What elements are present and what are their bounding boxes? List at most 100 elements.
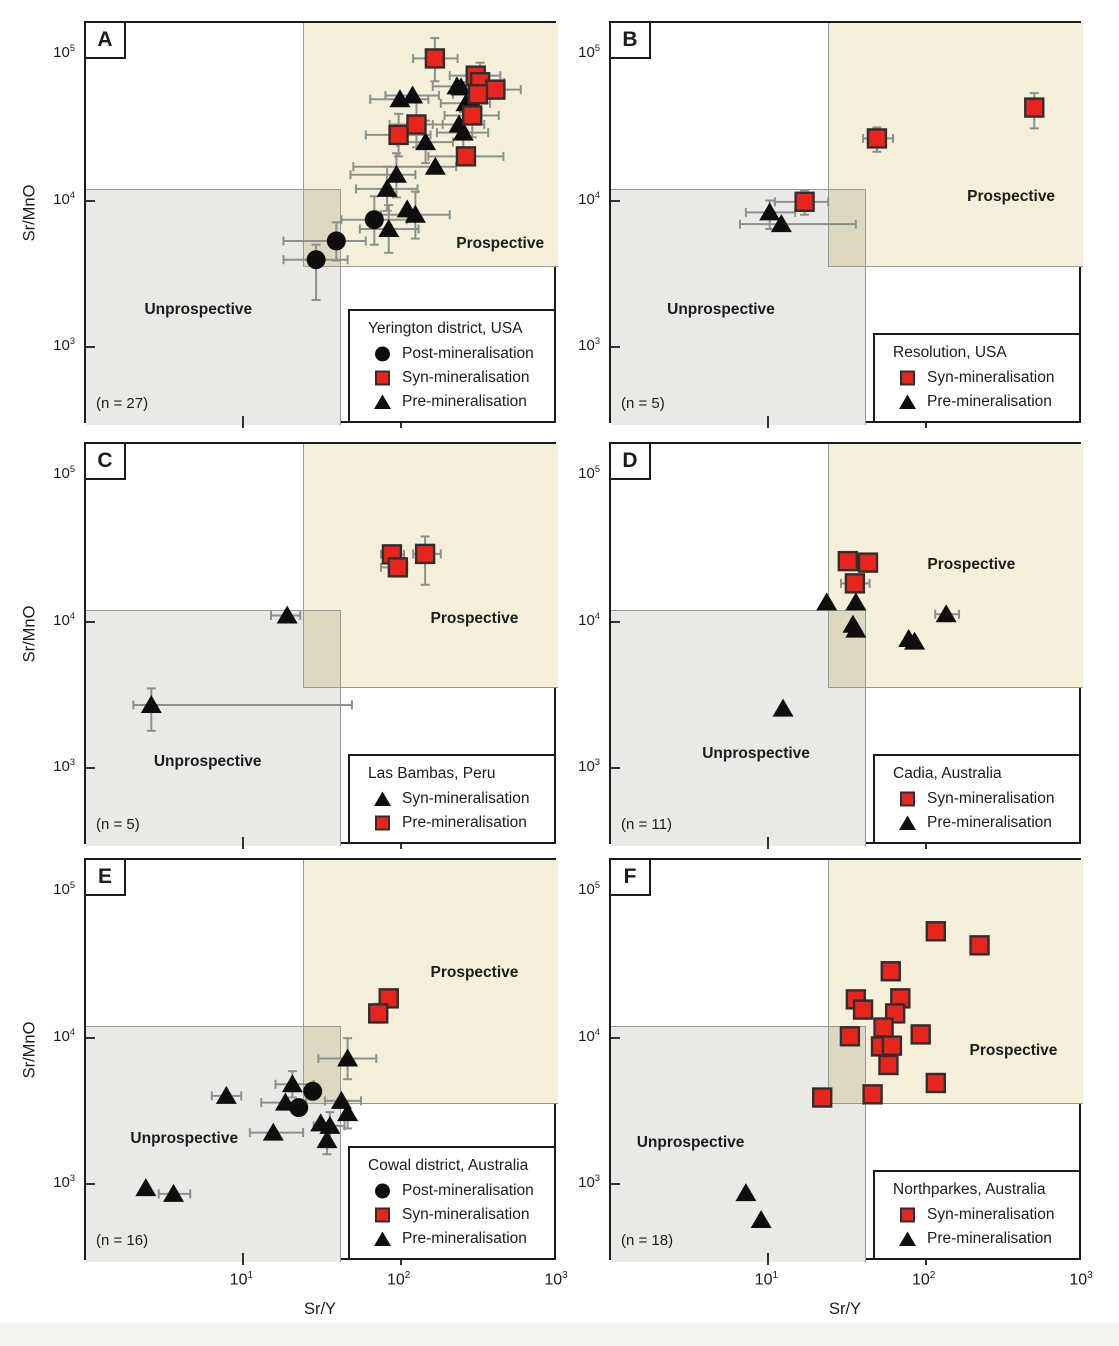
y-tick-label: 104 xyxy=(578,189,600,208)
series-square xyxy=(794,97,1045,213)
series-square xyxy=(381,543,436,578)
data-point-square xyxy=(388,124,409,146)
data-point-triangle xyxy=(735,1183,757,1202)
data-point-triangle xyxy=(845,619,867,638)
footer-strip xyxy=(0,1323,1119,1346)
y-axis-tick xyxy=(86,199,95,202)
data-point-circle xyxy=(306,250,326,270)
unprospective-region xyxy=(86,1025,342,1262)
series-square xyxy=(812,921,990,1108)
legend-entry: Pre-mineralisation xyxy=(897,814,1065,832)
unprospective-label: Unprospective xyxy=(153,753,262,771)
panel-f: Prospective Unprospective F (n = 18) Northpa… xyxy=(609,858,1083,1265)
unprospective-region xyxy=(611,1025,867,1262)
sample-count-label: (n = 5) xyxy=(621,395,665,412)
x-axis-tick xyxy=(767,837,770,849)
data-point-square xyxy=(857,552,879,573)
overlap-region xyxy=(828,188,867,268)
triangle-icon xyxy=(374,791,391,806)
data-point-square xyxy=(839,1026,861,1047)
panel-b: Prospective Unprospective B (n = 5) Resoluti… xyxy=(609,21,1083,428)
data-point-triangle xyxy=(163,1183,185,1202)
series-square xyxy=(388,48,506,167)
legend-c: Las Bambas, Peru Syn-mineralisation Pre-mi… xyxy=(348,754,556,844)
data-point-square xyxy=(1024,97,1045,118)
sample-count-label: (n = 27) xyxy=(96,395,149,412)
x-axis-tick xyxy=(242,416,245,428)
plot-area-c xyxy=(132,535,442,732)
x-tick-label: 103 xyxy=(1069,1270,1093,1289)
y-tick-label: 104 xyxy=(53,1026,75,1045)
unprospective-label: Unprospective xyxy=(667,300,775,318)
data-point-square xyxy=(462,105,483,126)
x-axis-title: Sr/Y xyxy=(828,1300,862,1318)
unprospective-label: Unprospective xyxy=(130,1129,239,1147)
y-tick-label: 103 xyxy=(53,336,75,355)
overlap-region xyxy=(303,609,342,689)
y-tick-label: 105 xyxy=(53,463,75,482)
x-tick-label: 101 xyxy=(229,1270,253,1289)
legend-marker-wrap xyxy=(372,393,394,411)
y-tick-label: 105 xyxy=(578,463,600,482)
panel-letter-c: C xyxy=(84,442,126,480)
legend-title: Resolution, USA xyxy=(893,344,1007,361)
legend-entry-label: Syn-mineralisation xyxy=(402,369,530,386)
prospective-label: Prospective xyxy=(969,1042,1058,1060)
legend-e: Cowal district, Australia Post-mineralisa… xyxy=(348,1146,556,1260)
y-axis-tick xyxy=(86,1036,95,1039)
data-point-square xyxy=(844,573,866,594)
y-axis-tick xyxy=(611,1036,620,1039)
data-point-triangle xyxy=(452,122,474,141)
sample-count-label: (n = 5) xyxy=(96,816,140,833)
panel-letter-d: D xyxy=(609,442,651,480)
y-tick-label: 103 xyxy=(53,757,75,776)
x-axis-tick xyxy=(767,1253,770,1265)
plot-area-e xyxy=(135,988,399,1202)
legend-entry: Post-mineralisation xyxy=(372,1182,540,1200)
plot-area-f xyxy=(735,921,990,1229)
legend-title: Northparkes, Australia xyxy=(893,1181,1046,1198)
data-point-square xyxy=(387,557,409,578)
sample-count-label: (n = 11) xyxy=(621,816,672,833)
legend-marker-wrap xyxy=(372,1206,394,1224)
x-tick-label: 101 xyxy=(754,1270,778,1289)
prospective-label: Prospective xyxy=(430,964,519,982)
legend-marker-wrap xyxy=(897,1230,919,1248)
y-tick-label: 104 xyxy=(53,189,75,208)
plot-area-d xyxy=(772,550,961,717)
legend-entry-label: Pre-mineralisation xyxy=(927,814,1052,831)
legend-entry-label: Pre-mineralisation xyxy=(927,1230,1052,1247)
legend-entry: Syn-mineralisation xyxy=(372,369,540,387)
y-axis-tick xyxy=(86,1183,95,1186)
legend-entry-label: Syn-mineralisation xyxy=(402,1206,530,1223)
legend-entry-label: Syn-mineralisation xyxy=(927,790,1055,807)
y-tick-label: 103 xyxy=(578,757,600,776)
legend-b: Resolution, USA Syn-mineralisation Pre-min… xyxy=(873,333,1081,423)
data-point-square xyxy=(424,48,446,69)
data-point-square xyxy=(406,114,427,135)
data-point-square xyxy=(414,543,436,565)
legend-entry: Post-mineralisation xyxy=(372,345,540,363)
series-triangle xyxy=(735,1183,772,1229)
legend-marker-wrap xyxy=(372,814,394,832)
legend-entry-label: Pre-mineralisation xyxy=(402,814,527,831)
data-point-triangle xyxy=(396,199,418,218)
data-point-square xyxy=(925,921,947,942)
unprospective-region xyxy=(86,609,342,846)
unprospective-region xyxy=(611,609,867,846)
y-axis-tick xyxy=(86,620,95,623)
data-point-triangle xyxy=(376,178,398,197)
data-point-triangle xyxy=(378,218,400,237)
y-axis-tick xyxy=(611,199,620,202)
panel-letter-f: F xyxy=(609,858,651,896)
legend-f: Northparkes, Australia Syn-mineralisation… xyxy=(873,1170,1081,1260)
triangle-icon xyxy=(899,394,916,409)
y-tick-label: 103 xyxy=(578,336,600,355)
data-point-circle xyxy=(326,231,346,251)
data-point-triangle xyxy=(337,1103,359,1122)
y-axis-title: Sr/MnO xyxy=(20,605,39,662)
x-axis-tick xyxy=(767,416,770,428)
legend-entry-label: Pre-mineralisation xyxy=(927,393,1052,410)
triangle-icon xyxy=(899,815,916,830)
legend-entry: Pre-mineralisation xyxy=(897,393,1065,411)
